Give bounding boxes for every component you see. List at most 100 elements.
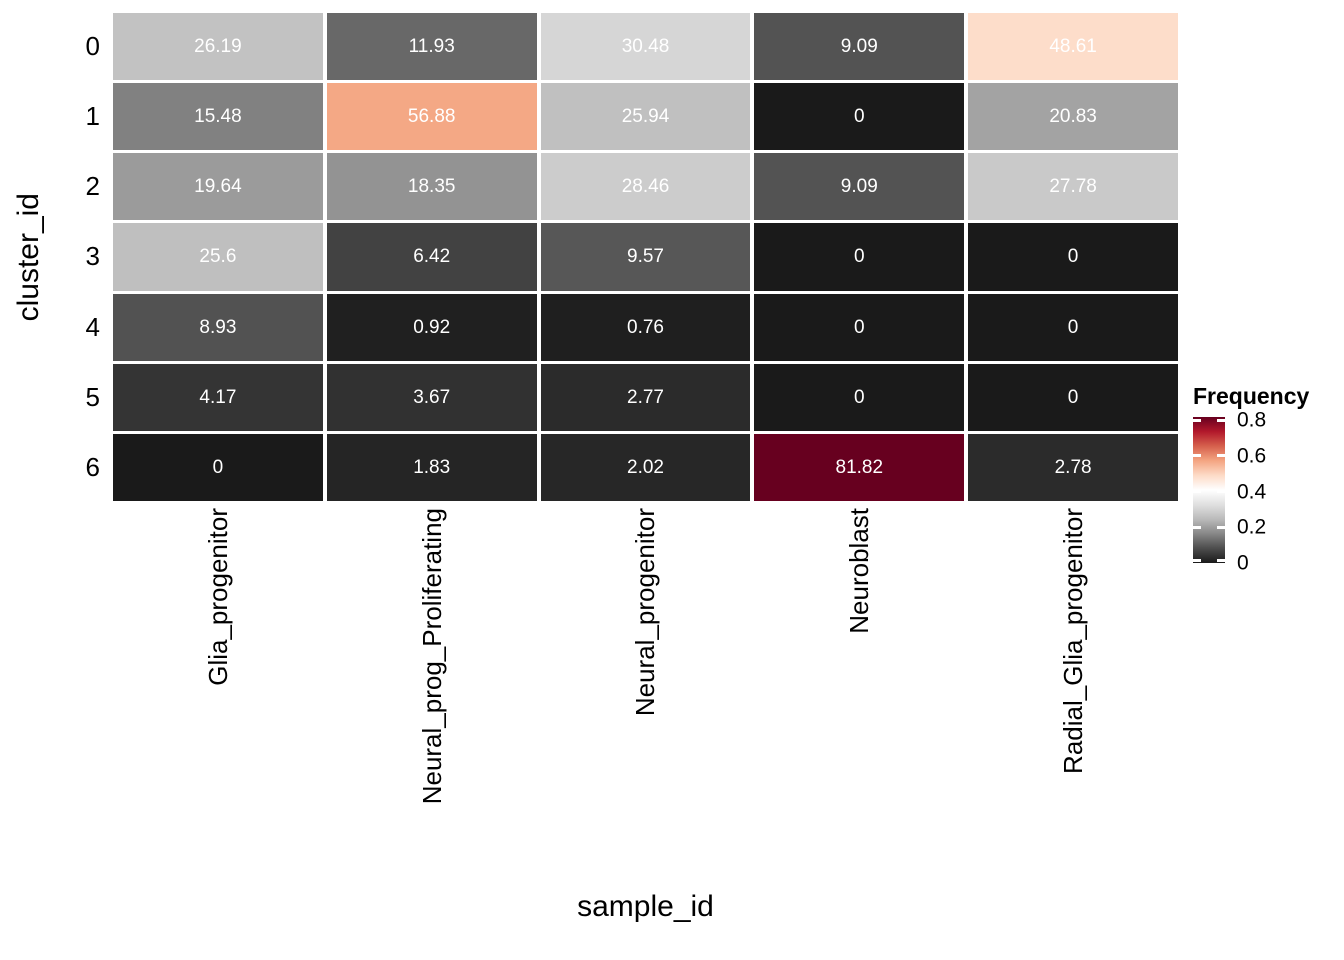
cell-value-label: 2.77 bbox=[627, 386, 664, 408]
cell-value-label: 0 bbox=[854, 386, 865, 408]
legend-tick-label-0.4: 0.4 bbox=[1237, 480, 1267, 504]
cell-value-label: 0 bbox=[1067, 386, 1079, 408]
x-tick-label-3: Neuroblast bbox=[844, 508, 875, 634]
y-tick-label-3: 3 bbox=[85, 241, 100, 272]
y-tick-label-1: 1 bbox=[85, 101, 100, 132]
x-tick-label-wrap: Neural_progenitor bbox=[541, 508, 751, 868]
legend-tick-mark bbox=[1193, 454, 1201, 458]
heatmap-cell-r0-c4: 48.61 bbox=[968, 13, 1178, 81]
legend-tick-label-0.8: 0.8 bbox=[1237, 408, 1267, 432]
heatmap-cell-r0-c3: 9.09 bbox=[754, 13, 965, 81]
heatmap-cell-r5-c4: 0 bbox=[968, 363, 1178, 431]
x-tick-label-4: Radial_Glia_progenitor bbox=[1058, 508, 1089, 774]
cell-value-label: 27.78 bbox=[1049, 176, 1097, 198]
heatmap-cell-r1-c4: 20.83 bbox=[968, 83, 1178, 151]
legend-tick-mark bbox=[1217, 454, 1225, 458]
heatmap-cell-r6-c0: 0 bbox=[113, 433, 323, 501]
heatmap-cell-r2-c0: 19.64 bbox=[113, 153, 323, 221]
cell-value-label: 28.46 bbox=[621, 176, 670, 198]
heatmap-cell-r3-c3: 0 bbox=[754, 223, 965, 291]
heatmap-cell-r1-c0: 15.48 bbox=[113, 83, 323, 151]
x-tick-label-1: Neural_prog_Proliferating bbox=[416, 508, 447, 805]
cell-value-label: 9.57 bbox=[627, 246, 664, 268]
y-tick-label-0: 0 bbox=[85, 31, 100, 62]
heatmap-cell-r2-c1: 18.35 bbox=[326, 153, 537, 221]
x-axis-tick-labels: Glia_progenitor Neural_prog_Proliferating… bbox=[113, 508, 1178, 868]
heatmap-cell-r0-c2: 30.48 bbox=[540, 13, 751, 81]
y-tick-label-5: 5 bbox=[85, 381, 100, 412]
legend-tick-mark bbox=[1193, 490, 1201, 494]
cell-value-label: 0 bbox=[1067, 246, 1079, 268]
legend-gradient-bar bbox=[1193, 417, 1225, 563]
heatmap-cell-r2-c2: 28.46 bbox=[540, 153, 751, 221]
heatmap-cell-r5-c2: 2.77 bbox=[540, 363, 751, 431]
heatmap-cell-r3-c4: 0 bbox=[968, 223, 1178, 291]
cell-value-label: 2.02 bbox=[627, 456, 664, 478]
legend-title: Frequency bbox=[1193, 383, 1310, 409]
cell-value-label: 25.6 bbox=[199, 246, 237, 268]
legend-tick-mark bbox=[1217, 559, 1225, 562]
cell-value-label: 56.88 bbox=[407, 106, 456, 128]
cell-value-label: 0 bbox=[212, 456, 224, 478]
y-tick-label-6: 6 bbox=[85, 451, 100, 482]
cell-value-label: 9.09 bbox=[840, 176, 878, 198]
cell-value-label: 2.78 bbox=[1054, 456, 1092, 478]
heatmap-cell-r0-c0: 26.19 bbox=[113, 13, 323, 81]
heatmap-cell-r5-c3: 0 bbox=[754, 363, 965, 431]
cell-value-label: 25.94 bbox=[621, 106, 670, 128]
cell-value-label: 26.19 bbox=[194, 36, 242, 58]
x-tick-label-wrap: Radial_Glia_progenitor bbox=[968, 508, 1178, 868]
heatmap-cell-r2-c3: 9.09 bbox=[754, 153, 965, 221]
cell-value-label: 0 bbox=[854, 316, 865, 338]
legend-tick-mark bbox=[1217, 418, 1225, 422]
cell-value-label: 15.48 bbox=[194, 106, 242, 128]
cell-value-label: 19.64 bbox=[194, 176, 242, 198]
heatmap-cell-r6-c2: 2.02 bbox=[540, 433, 751, 501]
legend-tick-mark bbox=[1193, 525, 1201, 529]
cell-value-label: 11.93 bbox=[408, 36, 455, 58]
cell-value-label: 8.93 bbox=[199, 316, 237, 338]
cell-value-label: 0.92 bbox=[413, 316, 451, 338]
cell-value-label: 6.42 bbox=[413, 246, 451, 268]
cell-value-label: 30.48 bbox=[621, 36, 670, 58]
legend-tick-mark bbox=[1193, 559, 1201, 562]
heatmap-cell-r0-c1: 11.93 bbox=[326, 13, 537, 81]
heatmap-cell-r4-c3: 0 bbox=[754, 293, 965, 361]
heatmap-cell-r5-c1: 3.67 bbox=[326, 363, 537, 431]
heatmap-cell-r4-c4: 0 bbox=[968, 293, 1178, 361]
x-tick-label-wrap: Neural_prog_Proliferating bbox=[327, 508, 537, 868]
heatmap-cell-r3-c1: 6.42 bbox=[326, 223, 537, 291]
legend-tick-mark bbox=[1217, 490, 1225, 494]
cell-value-label: 0 bbox=[854, 106, 865, 128]
x-tick-label-wrap: Neuroblast bbox=[754, 508, 964, 868]
cell-value-label: 0.76 bbox=[627, 316, 664, 338]
y-tick-label-2: 2 bbox=[85, 171, 100, 202]
cell-value-label: 4.17 bbox=[199, 386, 237, 408]
x-axis-title: sample_id bbox=[577, 890, 714, 923]
cell-value-label: 0 bbox=[1067, 316, 1079, 338]
heatmap-cell-r4-c0: 8.93 bbox=[113, 293, 323, 361]
cell-value-label: 1.83 bbox=[413, 456, 451, 478]
heatmap-cell-r6-c3: 81.82 bbox=[754, 433, 965, 501]
heatmap-cell-r2-c4: 27.78 bbox=[968, 153, 1178, 221]
heatmap-cell-r3-c2: 9.57 bbox=[540, 223, 751, 291]
x-tick-label-2: Neural_progenitor bbox=[630, 508, 661, 717]
heatmap-cell-r6-c1: 1.83 bbox=[326, 433, 537, 501]
heatmap-cell-r4-c1: 0.92 bbox=[326, 293, 537, 361]
legend-tick-label-0.6: 0.6 bbox=[1237, 444, 1267, 468]
y-tick-label-4: 4 bbox=[85, 311, 100, 342]
y-axis-tick-labels: 0 1 2 3 4 5 6 bbox=[0, 13, 100, 501]
legend-tick-mark bbox=[1193, 418, 1201, 422]
heatmap-cell-r1-c2: 25.94 bbox=[540, 83, 751, 151]
legend-tick-label-0: 0 bbox=[1237, 551, 1249, 575]
heatmap-cell-r1-c3: 0 bbox=[754, 83, 965, 151]
heatmap-cell-r4-c2: 0.76 bbox=[540, 293, 751, 361]
heatmap-cell-r6-c4: 2.78 bbox=[968, 433, 1178, 501]
cell-value-label: 18.35 bbox=[407, 176, 456, 198]
heatmap-cell-r1-c1: 56.88 bbox=[326, 83, 537, 151]
heatmap-cell-r5-c0: 4.17 bbox=[113, 363, 323, 431]
cell-value-label: 3.67 bbox=[413, 386, 451, 408]
legend-tick-label-0.2: 0.2 bbox=[1237, 515, 1267, 539]
cell-value-label: 0 bbox=[854, 246, 865, 268]
